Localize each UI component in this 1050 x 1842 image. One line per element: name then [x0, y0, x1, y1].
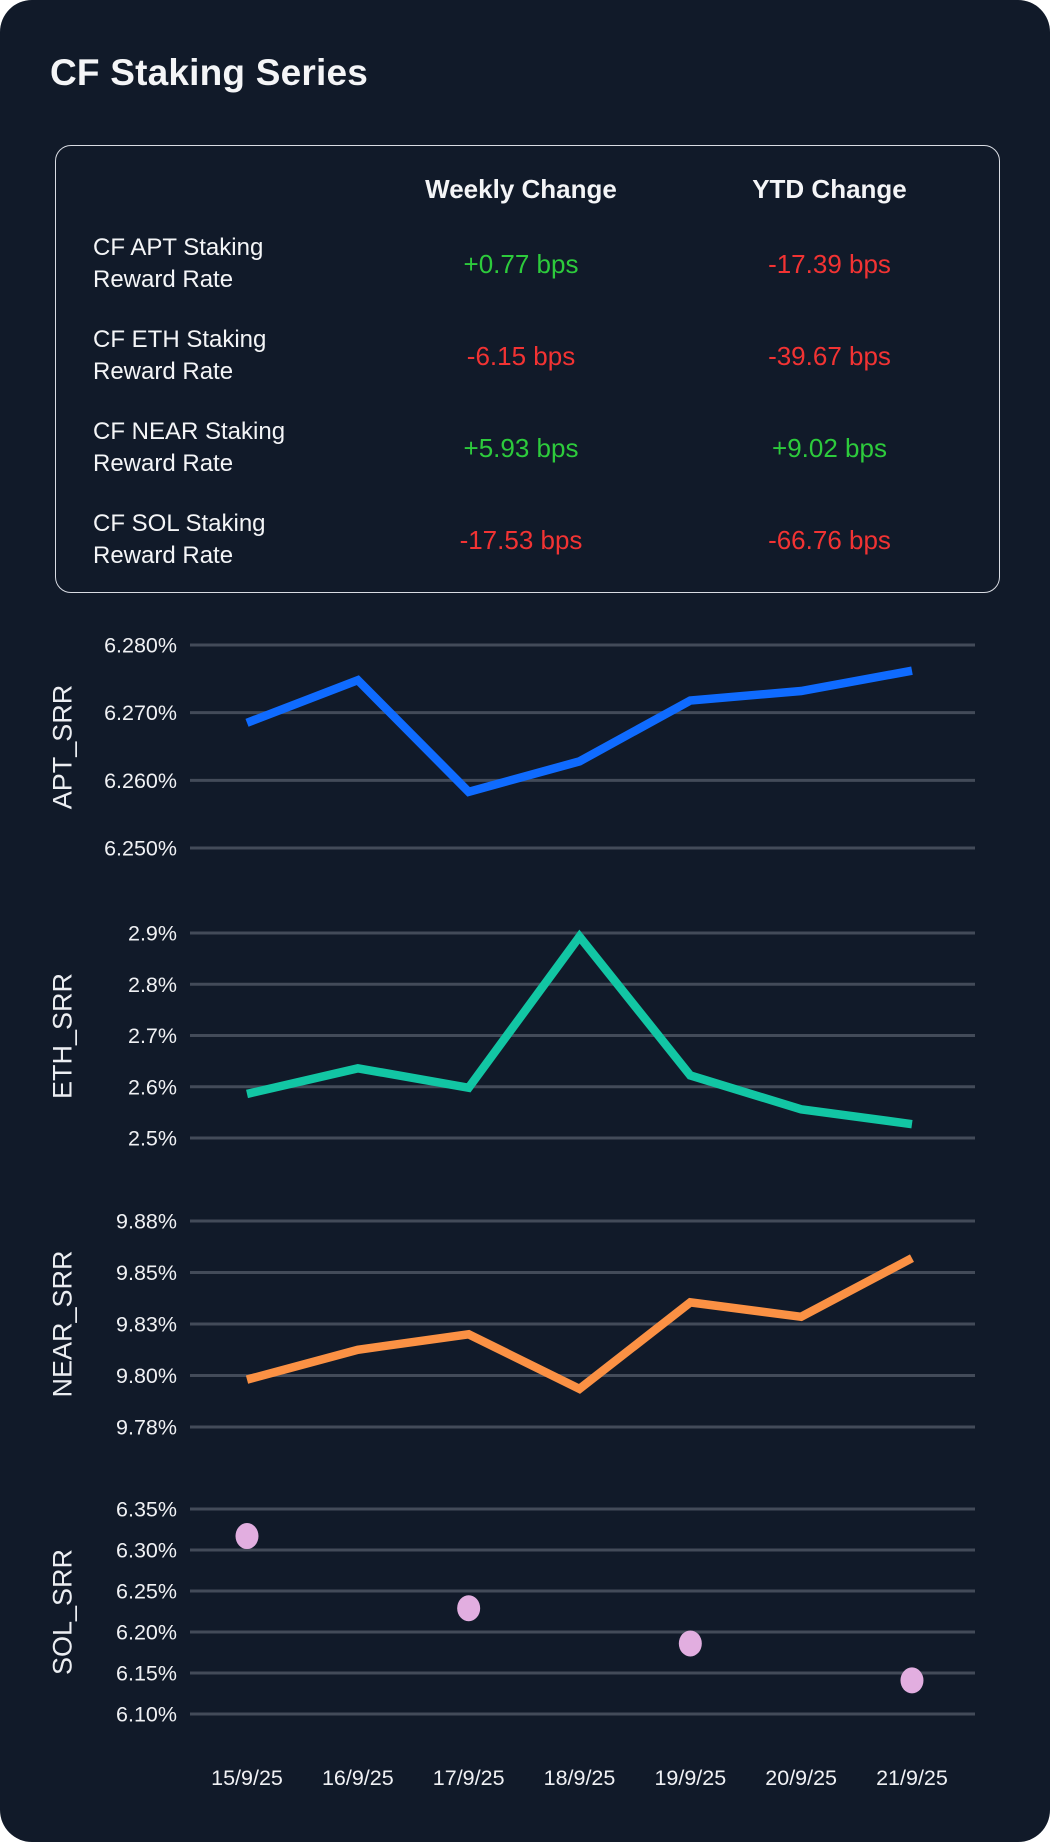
y-tick-label: 6.260%	[104, 769, 177, 793]
near-chart: 9.88% 9.85% 9.83% 9.80% 9.78%	[116, 1210, 975, 1440]
x-tick-label: 16/9/25	[321, 1766, 394, 1790]
weekly-change-value: +0.77 bps	[463, 248, 579, 279]
ytd-change-value: -17.39 bps	[768, 248, 891, 279]
y-tick-label: 6.270%	[104, 701, 177, 725]
apt-series-line	[245, 666, 913, 797]
weekly-change-value: -17.53 bps	[459, 524, 583, 555]
summary-table: Weekly Change YTD Change CF APT Staking …	[55, 145, 1000, 593]
y-tick-label: 6.30%	[116, 1539, 177, 1563]
y-tick-label: 2.7%	[128, 1024, 177, 1048]
column-header-weekly-change: Weekly Change	[425, 173, 617, 204]
apt-chart: 6.280% 6.270% 6.260% 6.250%	[104, 634, 975, 861]
y-tick-label: 9.78%	[116, 1416, 177, 1440]
weekly-change-value: +5.93 bps	[463, 432, 579, 463]
y-tick-label: 2.5%	[128, 1127, 177, 1151]
y-tick-label: 2.6%	[128, 1075, 177, 1099]
x-tick-label: 15/9/25	[211, 1766, 283, 1790]
table-row-label: CF SOL Staking Reward Rate	[56, 494, 381, 586]
y-tick-label: 2.8%	[128, 973, 177, 997]
near-y-axis-title: NEAR_SRR	[47, 1250, 78, 1398]
sol-chart: 6.35% 6.30% 6.25% 6.20% 6.15% 6.10%	[116, 1498, 975, 1727]
sol-data-point	[235, 1523, 259, 1550]
ytd-change-value: -39.67 bps	[768, 340, 891, 371]
column-header-ytd-change: YTD Change	[752, 173, 907, 204]
row-label-text: CF NEAR Staking Reward Rate	[93, 418, 286, 477]
y-tick-label: 6.20%	[116, 1621, 177, 1645]
sol-data-point	[457, 1595, 481, 1622]
y-tick-label: 6.35%	[116, 1498, 177, 1522]
y-tick-label: 6.25%	[116, 1580, 177, 1604]
y-tick-label: 9.83%	[116, 1313, 177, 1337]
row-label-text: CF SOL Staking Reward Rate	[93, 510, 266, 569]
y-tick-label: 6.250%	[104, 837, 177, 861]
page-title: CF Staking Series	[50, 52, 369, 93]
y-tick-label: 9.85%	[116, 1261, 177, 1285]
sol-y-axis-title: SOL_SRR	[47, 1548, 78, 1675]
row-label-text: CF APT Staking Reward Rate	[93, 234, 264, 293]
y-tick-label: 9.88%	[116, 1210, 177, 1234]
table-row-label: CF NEAR Staking Reward Rate	[56, 402, 381, 494]
y-tick-label: 6.10%	[116, 1703, 177, 1727]
eth-series-line	[246, 929, 913, 1129]
table-row-label: CF APT Staking Reward Rate	[56, 218, 381, 310]
x-tick-label: 18/9/25	[543, 1766, 616, 1790]
sol-data-point	[678, 1630, 702, 1657]
apt-y-axis-title: APT_SRR	[47, 684, 78, 809]
sol-data-point	[900, 1667, 924, 1694]
ytd-change-value: -66.76 bps	[768, 524, 891, 555]
table-corner-cell	[56, 146, 381, 218]
y-tick-label: 6.15%	[116, 1662, 177, 1686]
weekly-change-value: -6.15 bps	[466, 340, 576, 371]
x-tick-label: 20/9/25	[765, 1766, 838, 1790]
y-tick-label: 9.80%	[116, 1364, 177, 1388]
ytd-change-value: +9.02 bps	[772, 432, 887, 463]
near-series-line	[245, 1254, 914, 1394]
x-tick-label: 21/9/25	[876, 1766, 948, 1790]
table-row-label: CF ETH Staking Reward Rate	[56, 310, 381, 402]
x-tick-label: 17/9/25	[432, 1766, 505, 1790]
eth-chart: 2.9% 2.8% 2.7% 2.6% 2.5%	[128, 922, 975, 1151]
eth-y-axis-title: ETH_SRR	[47, 972, 78, 1099]
x-tick-label: 19/9/25	[654, 1766, 727, 1790]
y-tick-label: 6.280%	[104, 634, 177, 658]
row-label-text: CF ETH Staking Reward Rate	[93, 326, 267, 385]
y-tick-label: 2.9%	[128, 922, 177, 946]
